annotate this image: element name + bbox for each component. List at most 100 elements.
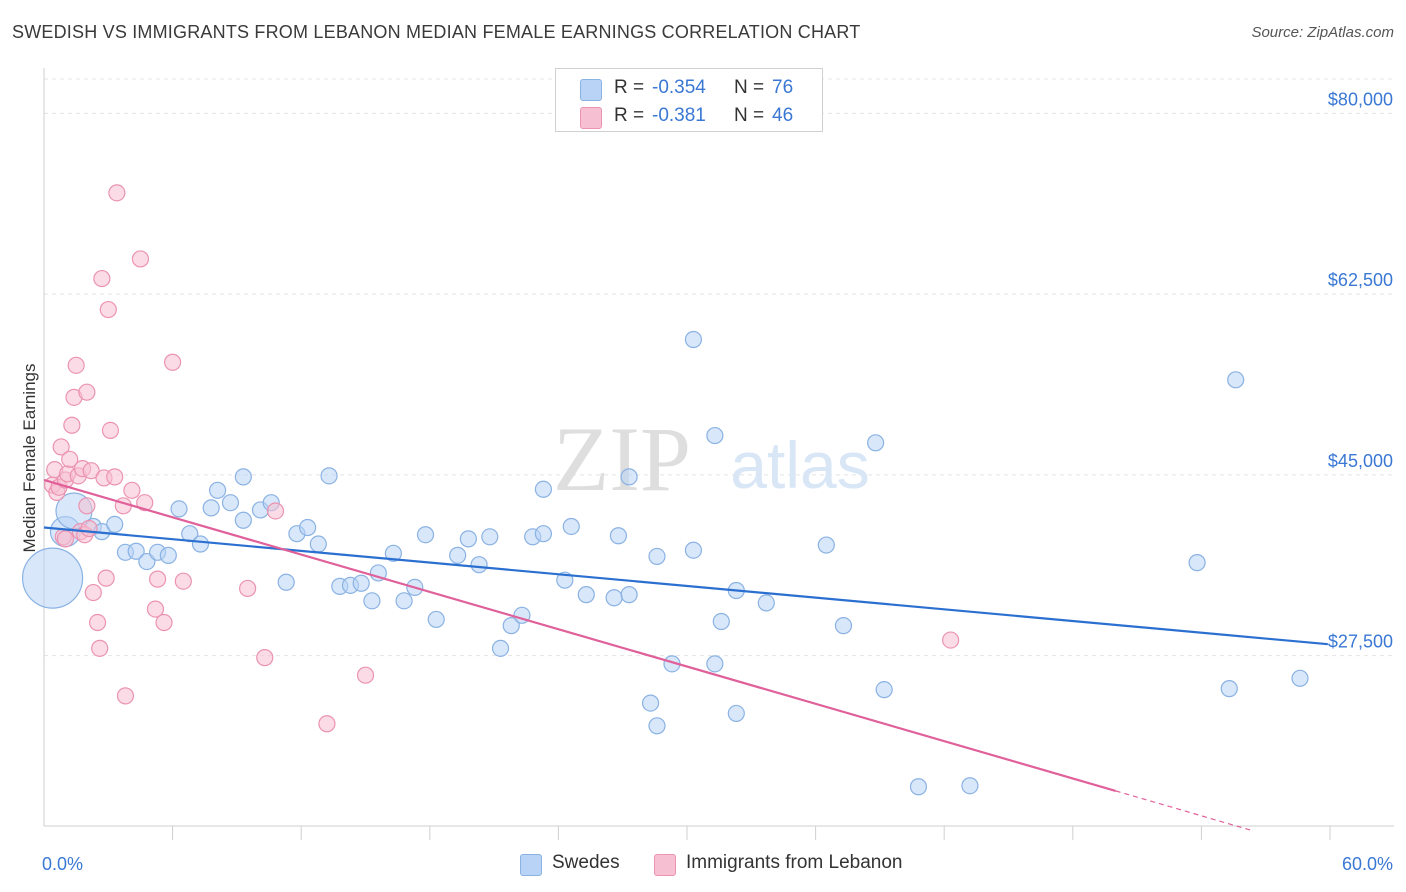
lebanon-point (131, 250, 150, 268)
swedes-point (191, 535, 210, 553)
y-tick-label: $45,000 (1328, 451, 1393, 471)
swedes-point (209, 481, 227, 499)
swedes-trend-line (43, 526, 1328, 646)
swedes-point (221, 494, 240, 512)
swedes-points (21, 330, 1309, 796)
swedes-legend-swatch (520, 854, 542, 876)
swedes-point (234, 468, 252, 486)
r-label: R = (614, 77, 645, 98)
swedes-point (320, 467, 338, 485)
lebanon-swatch (580, 107, 602, 129)
lebanon-point (108, 184, 126, 202)
r-label: R = (614, 105, 645, 126)
lebanon-trend-extension (1115, 790, 1251, 831)
swedes-point (577, 586, 595, 604)
swedes-point (684, 330, 703, 349)
lebanon-point (174, 572, 192, 590)
swedes-point (562, 517, 580, 536)
swedes-point (727, 704, 745, 723)
lebanon-point (266, 502, 285, 520)
n-value: 76 (772, 77, 794, 98)
swedes-point (620, 586, 638, 604)
tick-labels: $27,500 $45,000 $62,500 $80,000 0.0% 60.0% (42, 89, 1393, 874)
source-note: Source: ZipAtlas.com (1251, 24, 1394, 41)
swedes-point (106, 515, 124, 534)
y-tick-label: $62,500 (1328, 270, 1393, 290)
y-tick-label: $27,500 (1328, 632, 1393, 652)
watermark-atlas: atlas (730, 428, 869, 502)
swedes-point (502, 617, 520, 635)
n-label: N = (734, 77, 765, 98)
swedes-point (170, 500, 188, 518)
swedes-point (909, 778, 928, 796)
swedes-point (1188, 554, 1206, 572)
swedes-point (648, 547, 666, 566)
swedes-point (834, 617, 853, 635)
lebanon-points (43, 184, 960, 733)
swedes-point (684, 541, 703, 559)
stats-row-swedes: R = -0.354 N = 76 (556, 75, 822, 103)
swedes-point (202, 499, 220, 517)
lebanon-point (97, 569, 115, 587)
lebanon-point (114, 497, 132, 515)
trend-lines (43, 478, 1328, 831)
stats-row-lebanon: R = -0.381 N = 46 (556, 103, 822, 131)
lebanon-point (52, 438, 70, 456)
stats-legend: R = -0.354 N = 76 R = -0.381 N = 46 (555, 68, 823, 132)
swedes-point (352, 574, 370, 592)
swedes-point (706, 426, 724, 445)
lebanon-point (80, 519, 98, 538)
lebanon-point (91, 639, 109, 657)
swedes-point (712, 612, 730, 631)
legend-label-lebanon: Immigrants from Lebanon (686, 852, 903, 873)
lebanon-point (84, 583, 102, 602)
swedes-point (491, 639, 510, 657)
swedes-point (127, 542, 145, 560)
lebanon-point (239, 579, 257, 598)
series-legend: Swedes Immigrants from Lebanon (0, 852, 1406, 878)
r-value: -0.354 (652, 77, 706, 98)
swedes-point (384, 544, 402, 562)
r-value: -0.381 (652, 105, 706, 126)
lebanon-point (61, 450, 79, 468)
lebanon-point (136, 494, 154, 512)
lebanon-point (256, 649, 274, 667)
swedes-point (449, 546, 467, 564)
legend-label-swedes: Swedes (552, 852, 620, 873)
lebanon-point (78, 383, 96, 401)
swedes-point (395, 592, 413, 610)
swedes-point (961, 777, 979, 795)
axes (43, 68, 1394, 840)
lebanon-point (67, 356, 85, 374)
lebanon-point (123, 481, 141, 499)
swedes-point (534, 480, 552, 498)
swedes-point (620, 468, 638, 486)
swedes-point (1291, 669, 1309, 687)
swedes-point (277, 573, 295, 591)
lebanon-point (56, 530, 75, 548)
watermark: ZIP atlas (553, 408, 870, 510)
swedes-point (299, 518, 317, 537)
swedes-point (459, 530, 477, 548)
swedes-point (234, 511, 252, 529)
lebanon-trend-line (43, 478, 1116, 792)
chart-title: SWEDISH VS IMMIGRANTS FROM LEBANON MEDIA… (12, 22, 861, 42)
swedes-point (757, 594, 775, 612)
lebanon-point (318, 715, 336, 733)
n-value: 46 (772, 105, 794, 126)
swedes-point (159, 546, 177, 564)
n-label: N = (734, 105, 765, 126)
swedes-point (363, 592, 381, 610)
swedes-point (605, 589, 623, 607)
lebanon-point (155, 613, 173, 632)
lebanon-point (82, 462, 100, 480)
swedes-point (1220, 680, 1238, 698)
lebanon-point (356, 666, 375, 684)
swedes-point (1227, 371, 1245, 389)
lebanon-legend-swatch (654, 854, 676, 876)
swedes-point (309, 535, 327, 553)
y-tick-label: $80,000 (1328, 89, 1393, 109)
lebanon-point (63, 416, 81, 434)
lebanon-point (88, 613, 107, 632)
